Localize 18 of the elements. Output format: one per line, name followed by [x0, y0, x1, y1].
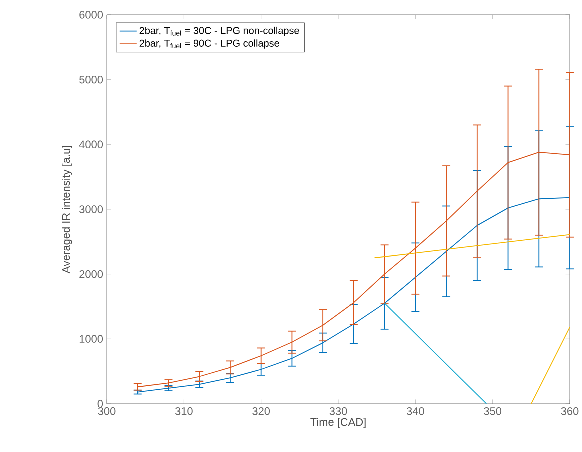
x-tick-label: 340	[406, 408, 424, 416]
y-tick-label: 0	[98, 400, 104, 408]
y-tick-label: 4000	[79, 140, 104, 149]
y-tick-label: 6000	[80, 11, 104, 19]
y-tick-label: 3000	[80, 206, 104, 214]
x-tick-label: 310	[175, 408, 193, 416]
y-tick-label: 5000	[80, 76, 104, 84]
x-tick-label: 300	[98, 408, 116, 416]
x-tick-label: 320	[252, 408, 270, 416]
x-tick-label: 360	[561, 408, 579, 416]
y-tick-label: 2000	[80, 270, 104, 278]
legend-label: 2bar, T$_{fuel}$ = 30C - LPG non-collapse	[140, 26, 300, 36]
x-tick-label: 350	[484, 408, 502, 416]
y-tick-label: 1000	[80, 335, 104, 344]
x-axis-title: Time [CAD]	[310, 418, 366, 428]
legend-label: 2bar, T$_{fuel}$ = 90C - LPG collapse	[140, 40, 280, 49]
y-axis-title: Averaged IR intensity [a.u]	[62, 146, 72, 274]
x-tick-label: 330	[330, 408, 348, 416]
